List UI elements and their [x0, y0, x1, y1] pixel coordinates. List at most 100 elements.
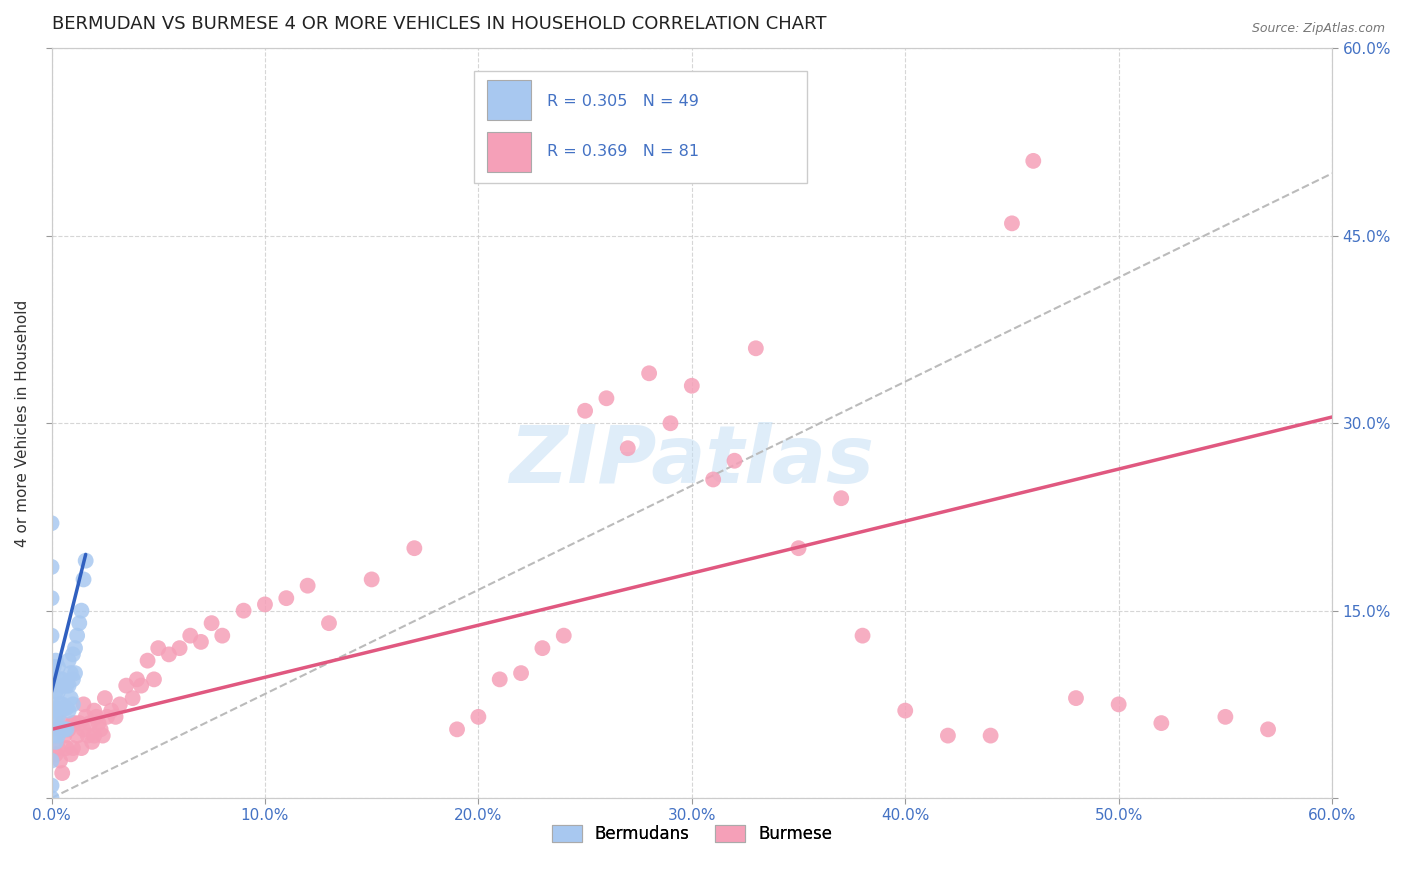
Point	[96, 710, 118, 724]
Point	[510, 666, 533, 681]
Point	[62, 673, 84, 687]
Point	[70, 741, 93, 756]
Point	[45, 685, 67, 699]
Point	[51, 723, 73, 737]
Point	[179, 629, 201, 643]
Point	[62, 698, 84, 712]
Point	[53, 729, 76, 743]
Point	[45, 747, 67, 762]
Point	[41, 779, 63, 793]
Point	[1215, 710, 1237, 724]
Point	[1022, 153, 1045, 168]
Point	[100, 704, 122, 718]
Point	[42, 704, 65, 718]
Point	[276, 591, 298, 606]
Point	[1150, 716, 1173, 731]
Point	[62, 648, 84, 662]
Point	[108, 698, 131, 712]
Point	[80, 735, 103, 749]
Point	[702, 473, 724, 487]
Point	[297, 579, 319, 593]
Point	[41, 754, 63, 768]
Point	[318, 616, 340, 631]
Point	[681, 378, 703, 392]
Point	[49, 723, 72, 737]
Point	[936, 729, 959, 743]
Legend: Bermudans, Burmese: Bermudans, Burmese	[546, 818, 839, 850]
Point	[638, 366, 661, 380]
Point	[67, 616, 90, 631]
Point	[46, 710, 69, 724]
Point	[53, 723, 76, 737]
Point	[253, 598, 276, 612]
Point	[63, 716, 86, 731]
Point	[49, 754, 72, 768]
Point	[41, 516, 63, 531]
Point	[51, 698, 73, 712]
Point	[59, 747, 82, 762]
Point	[55, 723, 77, 737]
Point	[41, 591, 63, 606]
Point	[659, 416, 682, 430]
Point	[574, 403, 596, 417]
Point	[91, 729, 114, 743]
Point	[104, 710, 127, 724]
Point	[1108, 698, 1130, 712]
Point	[723, 454, 745, 468]
Point	[1064, 691, 1087, 706]
Point	[83, 729, 105, 743]
Point	[55, 741, 77, 756]
Point	[72, 723, 94, 737]
Point	[894, 704, 917, 718]
Text: BERMUDAN VS BURMESE 4 OR MORE VEHICLES IN HOUSEHOLD CORRELATION CHART: BERMUDAN VS BURMESE 4 OR MORE VEHICLES I…	[52, 15, 827, 33]
Point	[1257, 723, 1279, 737]
Point	[45, 654, 67, 668]
Point	[446, 723, 468, 737]
Point	[42, 679, 65, 693]
Point	[488, 673, 510, 687]
Point	[553, 629, 575, 643]
Point	[63, 641, 86, 656]
Point	[72, 698, 94, 712]
Point	[66, 629, 89, 643]
Point	[83, 704, 105, 718]
Y-axis label: 4 or more Vehicles in Household: 4 or more Vehicles in Household	[15, 300, 30, 547]
Point	[58, 723, 80, 737]
Point	[41, 791, 63, 805]
Point	[58, 679, 80, 693]
Point	[86, 710, 108, 724]
Point	[211, 629, 233, 643]
Text: ZIPatlas: ZIPatlas	[509, 422, 875, 500]
Point	[53, 701, 76, 715]
Point	[55, 701, 77, 715]
Point	[46, 741, 69, 756]
Point	[46, 685, 69, 699]
Point	[51, 673, 73, 687]
Point	[157, 648, 180, 662]
Point	[62, 716, 84, 731]
Point	[190, 635, 212, 649]
Point	[136, 654, 159, 668]
Point	[62, 741, 84, 756]
Point	[41, 629, 63, 643]
Point	[41, 560, 63, 574]
Point	[42, 729, 65, 743]
Point	[59, 691, 82, 706]
Point	[200, 616, 222, 631]
Point	[76, 729, 98, 743]
Point	[595, 391, 617, 405]
Text: Source: ZipAtlas.com: Source: ZipAtlas.com	[1251, 22, 1385, 36]
Point	[129, 679, 152, 693]
Point	[467, 710, 489, 724]
Point	[66, 729, 89, 743]
Point	[51, 716, 73, 731]
Point	[148, 641, 170, 656]
Point	[58, 654, 80, 668]
Point	[531, 641, 554, 656]
Point	[45, 710, 67, 724]
Point	[87, 716, 110, 731]
Point	[41, 723, 63, 737]
Point	[53, 679, 76, 693]
Point	[58, 704, 80, 718]
Point	[980, 729, 1002, 743]
